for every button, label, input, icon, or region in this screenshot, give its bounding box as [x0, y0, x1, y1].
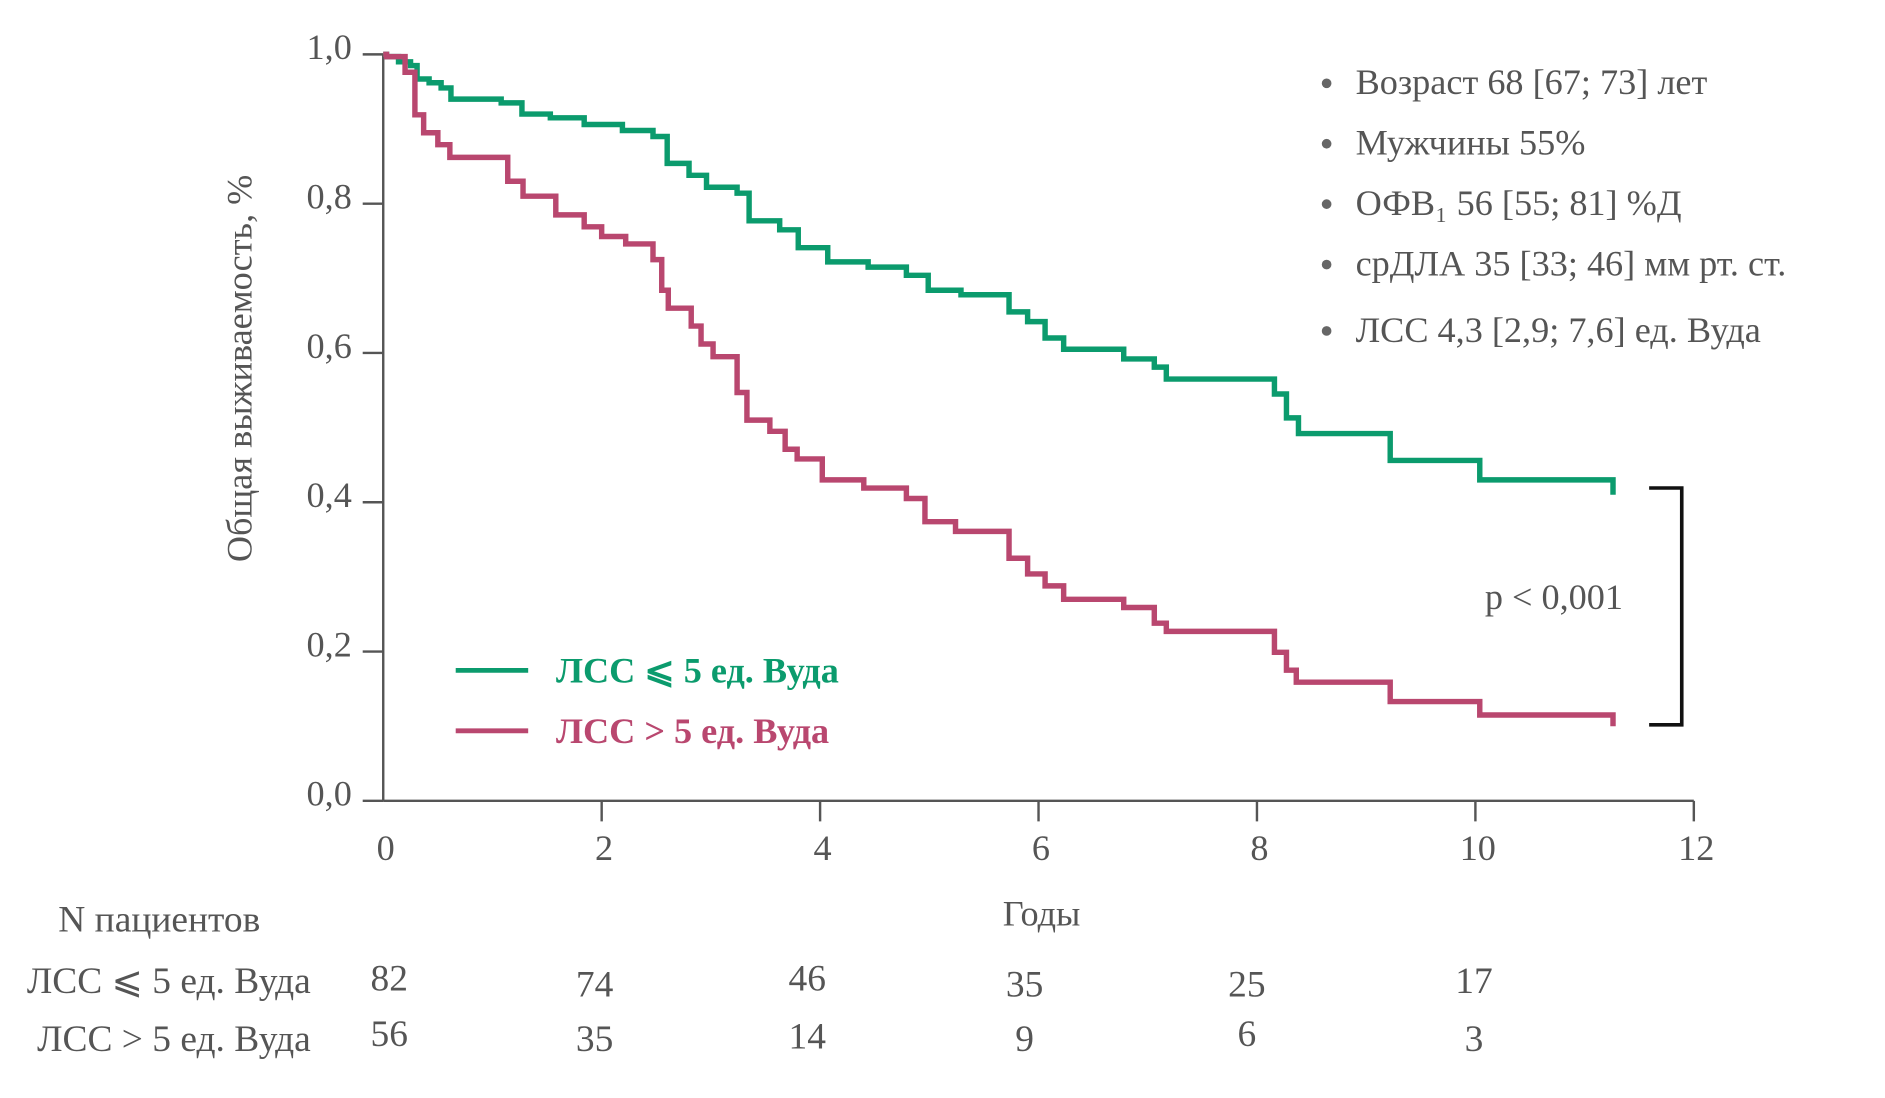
y-tick-label: 0,8	[307, 176, 352, 216]
risk-value: 35	[1006, 965, 1043, 1006]
stat-item: ОФВ₁ 56 [55; 81] %Д	[1356, 183, 1682, 223]
y-tick-label: 0,6	[307, 326, 352, 366]
risk-row-label: ЛСС > 5 ед. Вуда	[37, 1019, 311, 1060]
risk-row-label: ЛСС ⩽ 5 ед. Вуда	[27, 961, 311, 1002]
stat-item: срДЛА 35 [33; 46] мм рт. ст.	[1356, 243, 1787, 283]
y-tick-label: 0,0	[307, 774, 352, 814]
risk-value: 17	[1455, 961, 1492, 1002]
risk-value: 74	[576, 965, 614, 1006]
bullet-icon	[1321, 259, 1332, 270]
risk-value: 46	[788, 958, 825, 999]
legend-label-magenta: ЛСС > 5 ед. Вуда	[556, 711, 829, 751]
risk-value: 6	[1238, 1014, 1257, 1055]
x-tick-label: 2	[595, 828, 613, 868]
bullet-icon	[1321, 78, 1332, 89]
risk-value: 35	[576, 1019, 613, 1060]
stat-item: ЛСС 4,3 [2,9; 7,6] ед. Вуда	[1356, 310, 1761, 350]
legend-label-green: ЛСС ⩽ 5 ед. Вуда	[556, 650, 839, 690]
risk-value: 14	[788, 1016, 826, 1057]
y-tick-label: 0,4	[307, 475, 352, 515]
risk-value: 9	[1015, 1019, 1034, 1060]
risk-value: 25	[1228, 965, 1265, 1006]
x-tick-label: 6	[1032, 828, 1050, 868]
x-tick-label: 12	[1678, 828, 1714, 868]
y-tick-label: 0,2	[307, 624, 352, 664]
legend: ЛСС ⩽ 5 ед. Вуда ЛСС > 5 ед. Вуда	[455, 650, 839, 751]
bullet-icon	[1321, 199, 1332, 209]
risk-value: 82	[371, 958, 408, 999]
x-tick-label: 4	[813, 828, 831, 868]
risk-value: 3	[1465, 1019, 1484, 1060]
risk-table-title: N пациентов	[58, 899, 260, 940]
stat-item: Мужчины 55%	[1356, 123, 1586, 163]
risk-value: 56	[371, 1014, 408, 1055]
y-tick-label: 1,0	[307, 27, 352, 67]
bullet-icon	[1321, 138, 1332, 149]
p-value: p < 0,001	[1485, 577, 1623, 617]
stats-list: Возраст 68 [67; 73] лет Мужчины 55% ОФВ₁ 5…	[1321, 62, 1787, 350]
risk-table: N пациентов ЛСС ⩽ 5 ед. Вуда ЛСС > 5 ед.…	[27, 899, 1493, 1060]
y-axis-label: Общая выживаемость, %	[220, 175, 260, 563]
survival-curve-high-pvr	[383, 51, 1616, 727]
bullet-icon	[1321, 326, 1332, 336]
x-tick-label: 0	[377, 828, 395, 868]
x-tick-label: 10	[1460, 828, 1496, 868]
p-value-bracket	[1649, 486, 1684, 727]
stat-item: Возраст 68 [67; 73] лет	[1356, 62, 1708, 102]
survival-curve-low-pvr	[383, 51, 1616, 495]
x-tick-label: 8	[1250, 828, 1268, 868]
x-axis-label: Годы	[1003, 893, 1081, 933]
